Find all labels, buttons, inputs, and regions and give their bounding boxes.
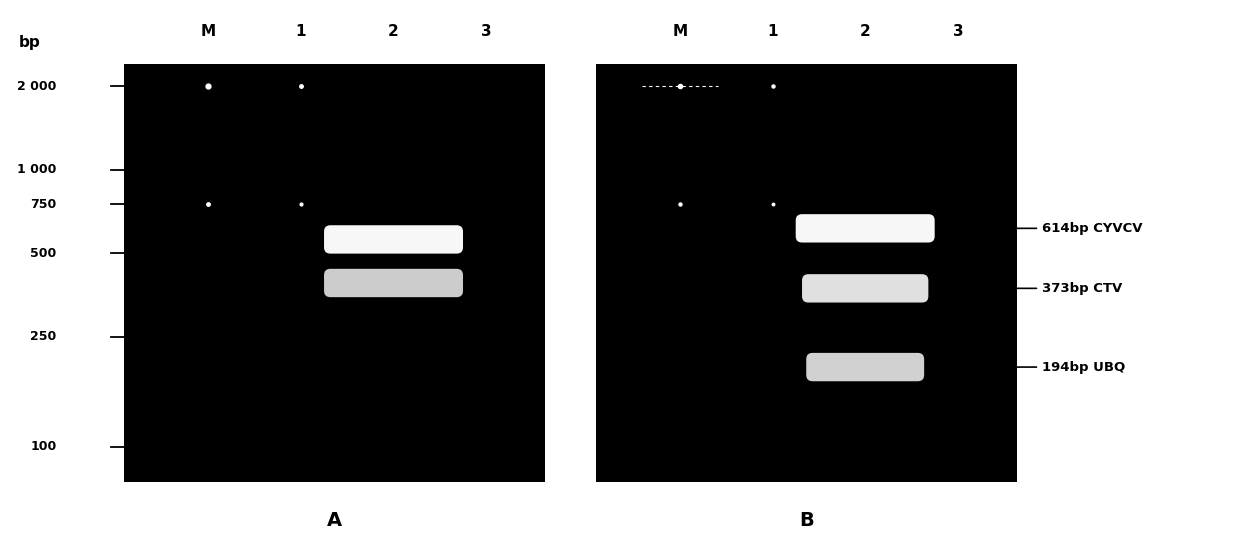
Text: 100: 100 — [30, 440, 57, 453]
Text: M: M — [672, 24, 687, 39]
Text: 2: 2 — [388, 24, 399, 39]
Text: bp: bp — [19, 35, 41, 50]
Text: 194bp UBQ: 194bp UBQ — [926, 361, 1126, 373]
Text: 373bp CTV: 373bp CTV — [931, 282, 1122, 295]
Text: 250: 250 — [30, 330, 57, 343]
FancyBboxPatch shape — [802, 274, 929, 303]
FancyBboxPatch shape — [324, 225, 463, 254]
Text: 614bp CYVCV: 614bp CYVCV — [937, 222, 1142, 235]
Text: 750: 750 — [30, 198, 57, 211]
Text: B: B — [799, 511, 813, 530]
FancyBboxPatch shape — [324, 269, 463, 297]
Text: 2: 2 — [859, 24, 870, 39]
Text: 1 000: 1 000 — [17, 163, 57, 176]
Text: M: M — [201, 24, 216, 39]
Text: 3: 3 — [952, 24, 963, 39]
Text: A: A — [327, 511, 342, 530]
Text: 1: 1 — [295, 24, 306, 39]
FancyBboxPatch shape — [796, 214, 935, 242]
Text: 2 000: 2 000 — [17, 80, 57, 93]
Text: 500: 500 — [30, 247, 57, 259]
Text: 3: 3 — [481, 24, 491, 39]
Text: 1: 1 — [768, 24, 777, 39]
FancyBboxPatch shape — [806, 353, 924, 381]
